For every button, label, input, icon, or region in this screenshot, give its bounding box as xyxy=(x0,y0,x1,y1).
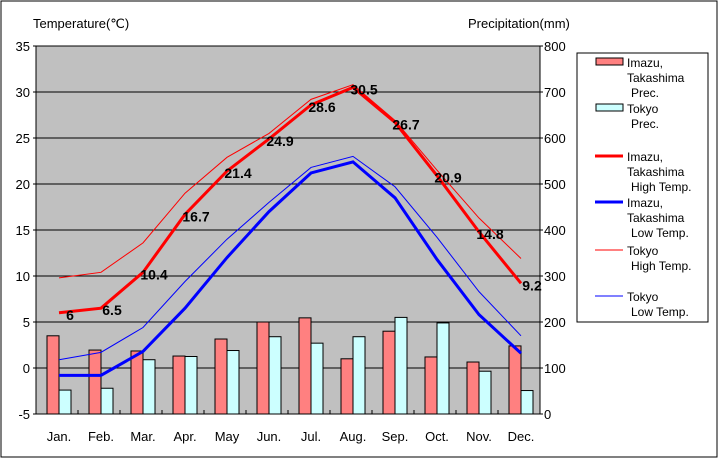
imazu-precip-bar xyxy=(340,358,354,415)
legend-imazu-prec-swatch xyxy=(595,57,624,66)
left-tick-label: 10 xyxy=(16,269,30,284)
right-tick-label: 0 xyxy=(544,407,551,422)
left-axis-title: Temperature(℃) xyxy=(33,16,129,31)
left-tick-label: 15 xyxy=(16,223,30,238)
imazu-high-data-label: 9.2 xyxy=(522,277,542,293)
x-tick-label: Apr. xyxy=(173,429,196,444)
tokyo-precip-bar xyxy=(310,342,324,415)
legend-tokyo-high-label: High Temp. xyxy=(631,259,691,273)
left-tick-label: 25 xyxy=(16,131,30,146)
x-tick-label: Mar. xyxy=(130,429,155,444)
imazu-high-data-label: 6.5 xyxy=(102,302,122,318)
imazu-high-data-label: 20.9 xyxy=(434,170,461,186)
x-tick-label: Sep. xyxy=(382,429,409,444)
legend-tokyo-low-label: Low Temp. xyxy=(631,305,689,319)
legend-imazu-prec-label: Takashima xyxy=(627,71,685,85)
imazu-high-data-label: 10.4 xyxy=(140,266,167,282)
legend-tokyo-high-label: Tokyo xyxy=(627,244,659,258)
tokyo-precip-bar xyxy=(226,350,240,415)
legend-imazu-prec-label: Prec. xyxy=(631,86,659,100)
legend-imazu-prec-label: Imazu, xyxy=(627,56,663,70)
left-tick-label: 0 xyxy=(23,361,30,376)
x-tick-label: Jan. xyxy=(47,429,72,444)
imazu-high-data-label: 14.8 xyxy=(476,226,503,242)
right-tick-label: 300 xyxy=(544,269,566,284)
tokyo-high-line xyxy=(58,84,522,279)
imazu-high-data-label: 26.7 xyxy=(392,116,419,132)
imazu-precip-bar xyxy=(88,349,102,415)
imazu-precip-bar xyxy=(424,356,438,415)
tokyo-precip-bar xyxy=(436,322,450,415)
legend-imazu-high-label: Takashima xyxy=(627,165,685,179)
imazu-high-data-label: 6 xyxy=(66,307,74,323)
right-tick-label: 800 xyxy=(544,39,566,54)
legend-imazu-high-label: High Temp. xyxy=(631,180,691,194)
x-tick-label: Oct. xyxy=(425,429,449,444)
tokyo-precip-bar xyxy=(58,389,72,415)
imazu-precip-bar xyxy=(130,350,144,415)
legend-imazu-low-label: Takashima xyxy=(627,211,685,225)
tokyo-precip-bar xyxy=(478,370,492,415)
imazu-precip-bar xyxy=(256,321,270,415)
imazu-precip-bar xyxy=(46,335,60,415)
legend-tokyo-low-label: Tokyo xyxy=(627,290,659,304)
x-tick-label: Aug. xyxy=(340,429,367,444)
left-tick-label: 5 xyxy=(23,315,30,330)
legend-tokyo-prec-swatch xyxy=(595,103,624,112)
imazu-high-data-label: 16.7 xyxy=(182,208,209,224)
imazu-precip-bar xyxy=(508,345,522,415)
right-tick-label: 200 xyxy=(544,315,566,330)
x-tick-label: Feb. xyxy=(88,429,114,444)
tokyo-precip-bar xyxy=(394,316,408,415)
left-tick-label: 20 xyxy=(16,177,30,192)
x-tick-label: Dec. xyxy=(508,429,535,444)
imazu-high-data-label: 30.5 xyxy=(350,81,377,97)
tokyo-low-line xyxy=(58,155,522,361)
imazu-high-data-label: 24.9 xyxy=(266,133,293,149)
right-axis-title: Precipitation(mm) xyxy=(468,16,570,31)
imazu-high-data-label: 28.6 xyxy=(308,99,335,115)
tokyo-precip-bar xyxy=(268,336,282,415)
left-tick-label: 35 xyxy=(16,39,30,54)
tokyo-precip-bar xyxy=(100,387,114,415)
left-tick-label: 30 xyxy=(16,85,30,100)
right-tick-label: 500 xyxy=(544,177,566,192)
right-tick-label: 600 xyxy=(544,131,566,146)
x-tick-label: Nov. xyxy=(466,429,492,444)
imazu-precip-bar xyxy=(298,317,312,415)
imazu-precip-bar xyxy=(466,361,480,415)
x-tick-label: Jun. xyxy=(257,429,282,444)
legend-tokyo-prec-label: Prec. xyxy=(631,117,659,131)
imazu-precip-bar xyxy=(214,338,228,415)
legend xyxy=(576,52,709,323)
imazu-precip-bar xyxy=(172,355,186,415)
imazu-high-line xyxy=(58,85,523,315)
tokyo-precip-bar xyxy=(184,356,198,415)
legend-imazu-low-label: Low Temp. xyxy=(631,226,689,240)
tokyo-precip-bar xyxy=(352,336,366,415)
right-tick-label: 700 xyxy=(544,85,566,100)
tokyo-precip-bar xyxy=(520,390,534,415)
x-tick-label: May xyxy=(215,429,240,444)
right-tick-label: 100 xyxy=(544,361,566,376)
tokyo-precip-bar xyxy=(142,359,156,415)
imazu-low-line xyxy=(59,160,523,377)
legend-tokyo-prec-label: Tokyo xyxy=(627,102,659,116)
legend-imazu-high-label: Imazu, xyxy=(627,150,663,164)
x-tick-label: Jul. xyxy=(301,429,321,444)
right-tick-label: 400 xyxy=(544,223,566,238)
legend-imazu-low-label: Imazu, xyxy=(627,196,663,210)
imazu-precip-bar xyxy=(382,330,396,415)
left-tick-label: -5 xyxy=(18,407,30,422)
imazu-high-data-label: 21.4 xyxy=(224,165,251,181)
